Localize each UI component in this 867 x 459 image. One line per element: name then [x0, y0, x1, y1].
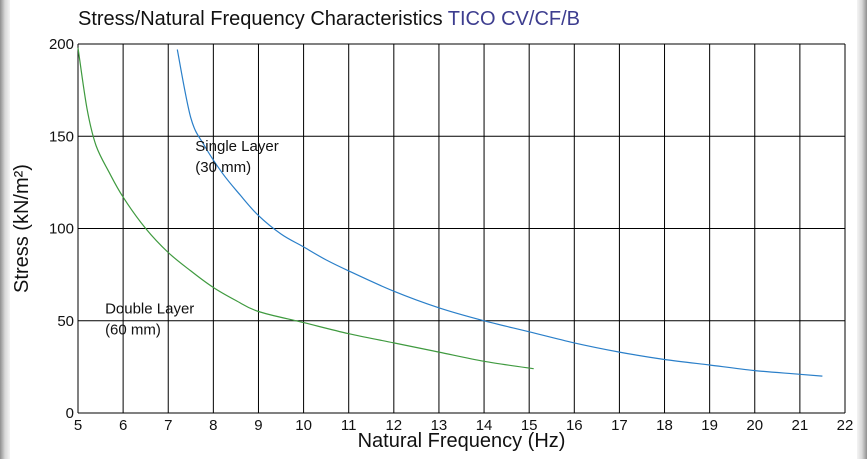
x-tick-label: 17	[611, 417, 628, 434]
y-tick-label: 50	[57, 313, 74, 330]
frame-left-edge	[0, 0, 10, 459]
series-line-double-layer	[77, 47, 534, 370]
curve-annotations: Single Layer (30 mm) Double Layer (60 mm)	[105, 138, 279, 338]
x-tick-label: 18	[656, 417, 673, 434]
y-tick-label: 200	[49, 36, 74, 53]
chart-title-accent: TICO CV/CF/B	[447, 8, 581, 30]
annotation-thickness: (60 mm)	[105, 321, 161, 338]
x-tick-label: 13	[431, 417, 448, 434]
x-tick-label: 8	[209, 417, 217, 434]
x-tick-label: 10	[295, 417, 312, 434]
x-axis-label: Natural Frequency (Hz)	[358, 430, 566, 452]
series-lines	[77, 47, 823, 377]
x-tick-label: 16	[566, 417, 583, 434]
chart-title: Stress/Natural Frequency Characteristics…	[78, 8, 580, 31]
y-tick-label: 0	[66, 405, 74, 422]
x-tick-label: 14	[476, 417, 493, 434]
x-tick-label: 19	[701, 417, 718, 434]
x-tick-label: 21	[792, 417, 809, 434]
x-tick-labels: 5 6 7 8 9 10 11 12 13 14 15 16 17 18 19 20 21 22	[74, 417, 854, 434]
y-tick-label: 100	[49, 221, 74, 238]
y-axis-label: Stress (kN/m²)	[11, 164, 33, 293]
x-tick-label: 9	[254, 417, 262, 434]
annotation-label: Single Layer	[195, 138, 278, 155]
x-tick-label: 20	[746, 417, 763, 434]
x-tick-label: 6	[119, 417, 127, 434]
x-tick-label: 7	[164, 417, 172, 434]
y-tick-labels: 0 50 100 150 200	[49, 36, 74, 422]
annotation-label: Double Layer	[105, 300, 194, 317]
series-line-single-layer	[176, 49, 823, 377]
grid-lines	[77, 43, 846, 414]
annotation-thickness: (30 mm)	[195, 159, 251, 176]
y-tick-label: 150	[49, 128, 74, 145]
x-tick-label: 11	[341, 417, 357, 434]
chart-title-main: Stress/Natural Frequency Characteristics	[78, 8, 443, 30]
x-tick-label: 15	[521, 417, 538, 434]
x-tick-label: 22	[837, 417, 854, 434]
x-tick-label: 5	[74, 417, 82, 434]
x-tick-label: 12	[385, 417, 402, 434]
